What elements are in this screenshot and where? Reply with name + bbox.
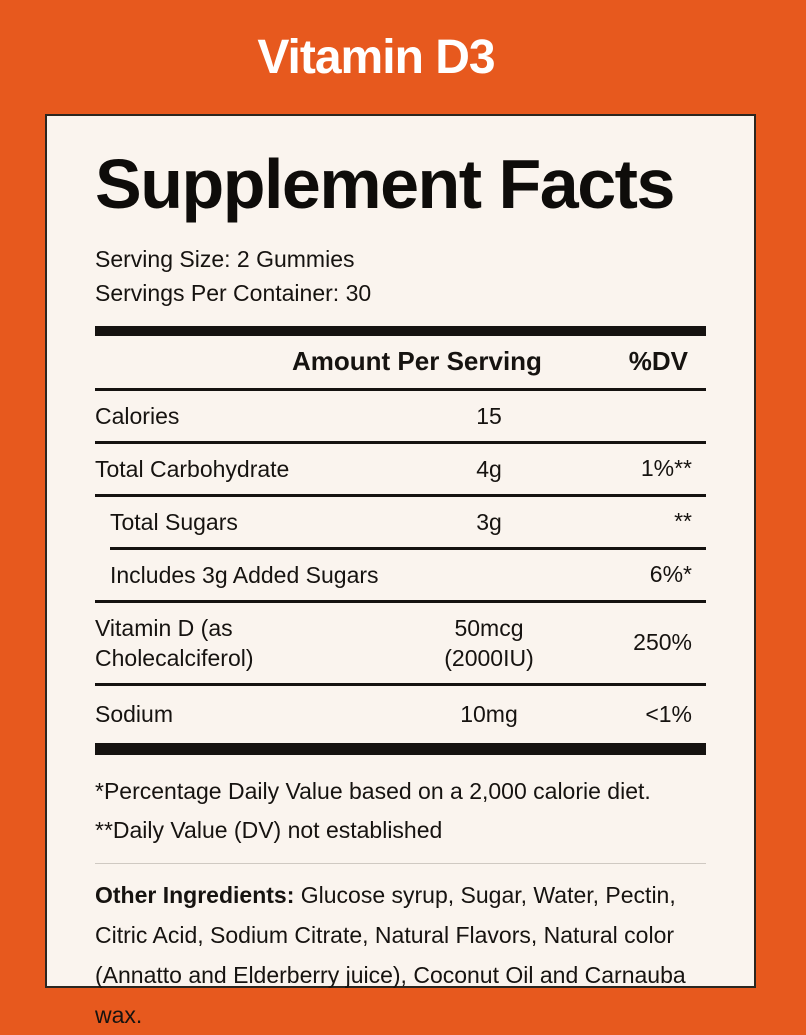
amount-per-serving-header: Amount Per Serving <box>292 346 542 376</box>
table-row-added-sugars: Includes 3g Added Sugars 6%* <box>95 550 706 600</box>
row-dv: 250% <box>633 629 692 655</box>
row-label: Calories <box>95 402 180 429</box>
ingredients-divider <box>95 862 706 864</box>
other-ingredients: Other Ingredients: Glucose syrup, Sugar,… <box>95 875 706 1035</box>
footnotes: *Percentage Daily Value based on a 2,000… <box>95 772 706 850</box>
row-label: Vitamin D (as Cholecalciferol) <box>95 614 254 671</box>
product-title: Vitamin D3 <box>257 31 495 84</box>
row-label: Sodium <box>95 701 173 727</box>
table-divider <box>95 682 706 686</box>
table-top-bar <box>95 325 706 336</box>
row-dv: 6%* <box>649 561 692 587</box>
table-header-row: Amount Per Serving %DV <box>95 336 706 388</box>
serving-info: Serving Size: 2 Gummies Servings Per Con… <box>95 242 706 310</box>
other-ingredients-label: Other Ingredients: <box>95 881 295 908</box>
supplement-facts-panel: Supplement Facts Serving Size: 2 Gummies… <box>45 114 756 1028</box>
table-row-total-carbohydrate: Total Carbohydrate 4g 1%** <box>95 444 706 494</box>
table-row-calories: Calories 15 <box>95 391 706 441</box>
table-divider <box>95 440 706 444</box>
table-bottom-bar <box>95 742 706 755</box>
row-dv: <1% <box>645 700 692 727</box>
row-label: Total Sugars <box>110 508 238 535</box>
row-dv: ** <box>674 508 692 534</box>
table-divider <box>95 493 706 497</box>
footnote-daily-value: *Percentage Daily Value based on a 2,000… <box>95 777 651 804</box>
footnote-dv-not-established: **Daily Value (DV) not established <box>95 816 443 843</box>
table-divider <box>95 387 706 391</box>
table-row-sodium: Sodium 10mg <1% <box>95 686 706 743</box>
row-amount: 10mg <box>460 701 518 727</box>
other-ingredients-text: Glucose syrup, Sugar, Water, Pectin, Cit… <box>95 881 686 1028</box>
row-dv: 1%** <box>640 455 692 481</box>
supplement-facts-heading: Supplement Facts <box>95 145 675 223</box>
table-row-total-sugars: Total Sugars 3g ** <box>95 497 706 547</box>
percent-dv-header: %DV <box>628 346 688 376</box>
brand-bar: Vitamin D3 <box>0 0 806 85</box>
row-amount: 50mcg (2000IU) <box>444 614 534 671</box>
table-row-vitamin-d: Vitamin D (as Cholecalciferol) 50mcg (20… <box>95 603 706 683</box>
row-amount: 3g <box>476 508 502 535</box>
row-amount: 15 <box>476 402 502 429</box>
row-label: Total Carbohydrate <box>95 455 290 482</box>
servings-per-container: Servings Per Container: 30 <box>95 279 372 306</box>
row-label: Includes 3g Added Sugars <box>110 561 379 588</box>
table-divider-indented <box>110 546 706 550</box>
row-amount: 4g <box>476 455 502 482</box>
serving-size: Serving Size: 2 Gummies <box>95 245 355 272</box>
table-divider <box>95 599 706 603</box>
